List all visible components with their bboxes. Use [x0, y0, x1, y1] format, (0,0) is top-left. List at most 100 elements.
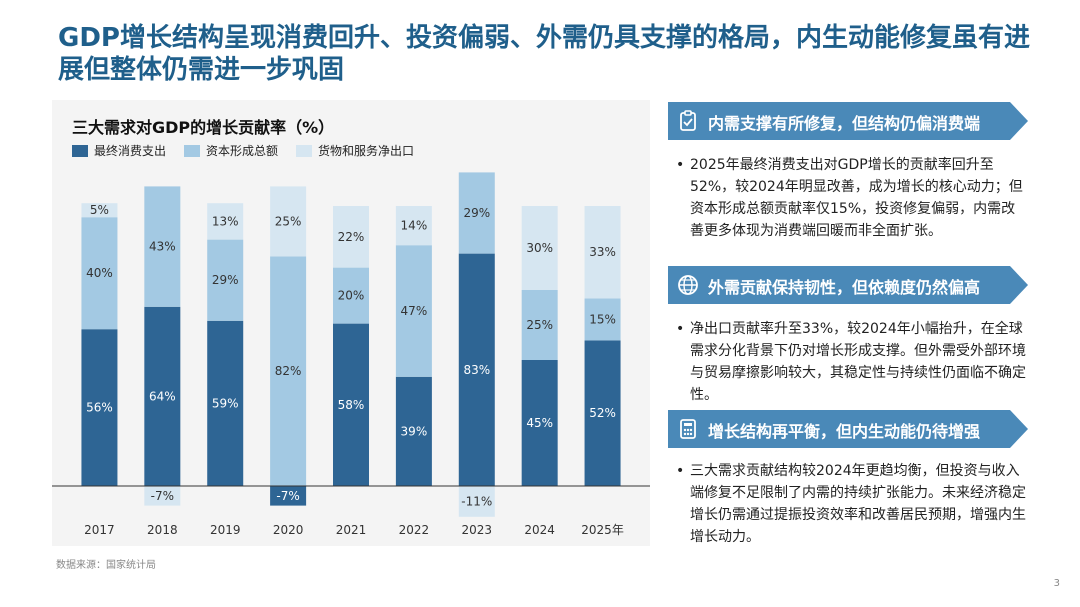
bar-2022-series2	[395, 206, 432, 246]
bar-2018-series1	[144, 186, 181, 307]
x-tick-label-2018: 2018	[147, 523, 178, 537]
clipboard-icon	[680, 110, 696, 131]
bar-2023-series1	[458, 172, 495, 254]
bar-2024-series0	[521, 360, 558, 486]
data-label-2017-series2: 5%	[90, 203, 109, 217]
legend-swatch-capital	[184, 144, 201, 157]
section-bullet-domestic: • 2025年最终消费支出对GDP增长的贡献率回升至52%，较2024年明显改善…	[676, 154, 1026, 242]
data-label-2022-series0: 39%	[401, 424, 428, 438]
legend-label-capital: 资本形成总额	[206, 144, 279, 158]
page-title: GDP增长结构呈现消费回升、投资偏弱、外需仍具支撑的格局，内生动能修复虽有进展但…	[58, 23, 1030, 85]
data-label-2021-series2: 22%	[338, 230, 365, 244]
data-label-2019-series1: 29%	[212, 273, 239, 287]
x-tick-label-2025: 2025年	[581, 523, 624, 537]
page-number: 3	[1053, 578, 1060, 589]
bullet-dot: •	[676, 321, 685, 337]
data-source: 数据来源：国家统计局	[56, 560, 156, 571]
legend-item-net-exports: 货物和服务净出口	[296, 142, 414, 159]
bar-2025-series1	[584, 298, 621, 341]
bar-2025-series2	[584, 206, 621, 299]
legend-swatch-net-exports	[296, 144, 313, 157]
section-banner-rebalance: 增长结构再平衡，但内生动能仍待增强	[668, 410, 1028, 448]
x-tick-label-2023: 2023	[462, 523, 493, 537]
bar-2018-series2	[144, 486, 181, 506]
x-tick-label-2019: 2019	[210, 523, 241, 537]
data-label-2022-series2: 14%	[401, 219, 428, 233]
section-bullet-external: • 净出口贡献率升至33%，较2024年小幅抬升，在全球需求分化背景下仍对增长形…	[676, 318, 1026, 406]
data-label-2019-series0: 59%	[212, 396, 239, 410]
x-tick-label-2017: 2017	[84, 523, 115, 537]
legend-label-consumption: 最终消费支出	[94, 144, 167, 158]
x-tick-label-2020: 2020	[273, 523, 304, 537]
data-label-2023-series2: -11%	[461, 494, 492, 508]
data-label-2024-series1: 25%	[526, 318, 553, 332]
bullet-text-rebalance: 三大需求贡献结构较2024年更趋均衡，但投资与收入端修复不足限制了内需的持续扩张…	[690, 463, 1026, 545]
data-label-2025-series1: 15%	[589, 312, 616, 326]
x-tick-label-2021: 2021	[336, 523, 367, 537]
bar-2020-series0	[270, 486, 307, 506]
legend-label-net-exports: 货物和服务净出口	[318, 144, 415, 158]
bar-2018-series0	[144, 306, 181, 486]
bar-2023-series2	[458, 486, 495, 517]
x-tick-label-2022: 2022	[399, 523, 430, 537]
data-label-2019-series2: 13%	[212, 214, 239, 228]
chart-legend: 最终消费支出 资本形成总额 货物和服务净出口	[72, 142, 414, 159]
bar-2022-series0	[395, 376, 432, 486]
bullet-dot: •	[676, 157, 685, 173]
bar-2020-series2	[270, 186, 307, 257]
data-label-2018-series2: -7%	[151, 489, 174, 503]
data-label-2022-series1: 47%	[401, 304, 428, 318]
section-banner-domestic: 内需支撑有所修复，但结构仍偏消费端	[668, 102, 1028, 140]
globe-icon	[678, 275, 698, 295]
section-heading-rebalance: 增长结构再平衡，但内生动能仍待增强	[708, 422, 981, 441]
data-label-2025-series2: 33%	[589, 245, 616, 259]
section-heading-domestic: 内需支撑有所修复，但结构仍偏消费端	[708, 114, 981, 133]
stacked-bar-chart: 56% 40% 5% 2017 64% 43% -7% 2018 59% 29% 13% 2019 -7…	[52, 172, 650, 537]
legend-item-capital: 资本形成总额	[184, 142, 278, 159]
data-label-2020-series0: -7%	[276, 489, 299, 503]
data-label-2020-series2: 25%	[275, 214, 302, 228]
banner-background	[668, 410, 1028, 448]
x-tick-label-2024: 2024	[524, 523, 555, 537]
data-label-2021-series0: 58%	[338, 398, 365, 412]
bar-2023-series0	[458, 253, 495, 486]
bar-2017-series2	[81, 203, 118, 218]
data-label-2025-series0: 52%	[589, 406, 616, 420]
section-banner-external: 外需贡献保持韧性，但依赖度仍然偏高	[668, 266, 1028, 304]
data-label-2017-series0: 56%	[86, 401, 113, 415]
bar-2017-series1	[81, 217, 118, 330]
bar-2024-series2	[521, 206, 558, 290]
bar-2022-series1	[395, 245, 432, 377]
data-label-2023-series1: 29%	[463, 206, 490, 220]
chart-panel: 三大需求对GDP的增长贡献率（%） 最终消费支出 资本形成总额 货物和服务净出口…	[52, 100, 650, 546]
bar-2024-series1	[521, 290, 558, 360]
bar-2017-series0	[81, 329, 118, 486]
legend-item-consumption: 最终消费支出	[72, 142, 166, 159]
bullet-text-external: 净出口贡献率升至33%，较2024年小幅抬升，在全球需求分化背景下仍对增长形成支…	[690, 321, 1026, 403]
chart-title: 三大需求对GDP的增长贡献率（%）	[72, 118, 335, 137]
data-label-2024-series0: 45%	[526, 416, 553, 430]
banner-background	[668, 266, 1028, 304]
section-bullet-rebalance: • 三大需求贡献结构较2024年更趋均衡，但投资与收入端修复不足限制了内需的持续…	[676, 460, 1026, 548]
bar-2025-series0	[584, 340, 621, 486]
banner-background	[668, 102, 1028, 140]
section-heading-external: 外需贡献保持韧性，但依赖度仍然偏高	[708, 278, 981, 297]
bar-2019-series0	[207, 320, 244, 486]
bar-2021-series0	[333, 323, 369, 486]
data-label-2021-series1: 20%	[338, 289, 365, 303]
calculator-icon	[680, 419, 696, 439]
data-label-2023-series0: 83%	[463, 363, 490, 377]
data-label-2020-series1: 82%	[275, 364, 302, 378]
bar-2021-series1	[333, 267, 369, 324]
bar-2019-series1	[207, 239, 244, 321]
bullet-text-domestic: 2025年最终消费支出对GDP增长的贡献率回升至52%，较2024年明显改善，成…	[690, 157, 1023, 239]
data-label-2018-series1: 43%	[149, 240, 176, 254]
data-label-2018-series0: 64%	[149, 389, 176, 403]
bar-2019-series2	[207, 203, 244, 240]
bar-2021-series2	[333, 206, 369, 268]
legend-swatch-consumption	[72, 144, 88, 157]
bar-2020-series1	[270, 256, 307, 486]
bullet-dot: •	[676, 463, 685, 479]
data-label-2017-series1: 40%	[86, 266, 113, 280]
data-label-2024-series2: 30%	[526, 241, 553, 255]
